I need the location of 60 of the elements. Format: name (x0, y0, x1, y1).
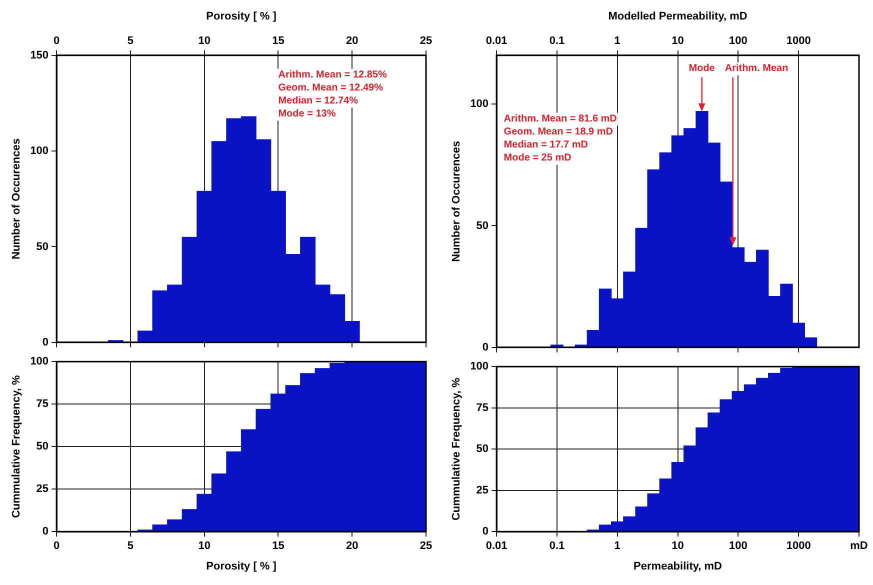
y-tick-label: 100 (30, 145, 49, 158)
x-tick-label: 10 (672, 540, 684, 552)
y-tick-label: 100 (30, 356, 49, 368)
x-axis-title: Permeability, mD (634, 560, 722, 572)
annotation: Mode = 25 mD (504, 152, 572, 164)
y-tick-label: 25 (476, 484, 489, 496)
y-axis-title: Cummulative Frequency, % (450, 377, 463, 521)
y-tick-label: 0 (482, 341, 489, 354)
x-tick-label: 15 (272, 540, 284, 552)
annotation: Geom. Mean = 18.9 mD (504, 126, 614, 138)
x-tick-label: 1000 (786, 540, 811, 552)
x-tick-label: 0.1 (549, 540, 565, 552)
x-tick-label: 5 (127, 34, 134, 47)
x-tick-label: 100 (729, 34, 748, 47)
y-tick-label: 0 (482, 526, 489, 538)
x-tick-label: 1000 (786, 34, 811, 47)
x-tick-label: 15 (272, 34, 284, 47)
x-tick-label: 1 (614, 34, 620, 47)
x-tick-label: 20 (346, 34, 358, 47)
x-tick-label: 0.01 (486, 34, 508, 47)
x-tick-label: 10 (672, 34, 684, 47)
y-tick-label: 25 (36, 483, 49, 496)
x-tick-label: 0 (53, 540, 60, 552)
y-tick-label: 0 (42, 526, 49, 538)
annotation: Arithm. Mean = 81.6 mD (504, 114, 617, 125)
y-tick-label: 50 (36, 240, 49, 253)
x-axis-title: Modelled Permeability, mD (608, 10, 748, 23)
x-axis-title: Porosity [ % ] (206, 10, 277, 23)
x-tick-label: 0 (53, 34, 60, 47)
x-tick-label: 25 (420, 540, 432, 552)
y-axis-title: Cummulative Frequency, % (10, 374, 23, 518)
y-tick-label: 50 (36, 440, 49, 453)
y-tick-label: 50 (476, 443, 489, 456)
y-tick-label: 100 (470, 360, 489, 373)
annotation: Geom. Mean = 12.49% (278, 82, 384, 94)
annotation: Median = 12.74% (278, 96, 358, 106)
x-tick-label: 100 (729, 540, 748, 552)
x-tick-label: 5 (127, 540, 134, 552)
annotation: Arithm. Mean = 12.85% (278, 70, 387, 80)
x-tick-label: 1 (614, 540, 620, 552)
y-tick-label: 0 (42, 336, 49, 348)
x-axis-title: Porosity [ % ] (206, 560, 277, 572)
y-tick-label: 75 (476, 402, 489, 414)
x-tick-label: 25 (420, 34, 432, 47)
y-axis-title: Number of Occurences (450, 140, 463, 262)
annotation: Median = 17.7 mD (504, 140, 588, 151)
annotation: Mode = 13% (278, 108, 336, 120)
x-tick-label: 10 (198, 34, 210, 47)
annotation: Arithm. Mean (724, 63, 788, 74)
x-tick-label: 0.1 (549, 34, 565, 47)
x-tick-label: 0.01 (486, 540, 508, 552)
annotation: Mode (688, 63, 716, 74)
y-axis-title: Number of Occurences (10, 138, 23, 260)
y-tick-label: 50 (476, 220, 489, 232)
y-tick-label: 150 (30, 49, 49, 62)
x-tick-label: 20 (346, 540, 358, 552)
x-tick-label: 10 (198, 540, 210, 552)
y-tick-label: 100 (470, 98, 489, 110)
y-tick-label: 75 (36, 398, 49, 410)
x-tick-label: mD (850, 540, 868, 552)
